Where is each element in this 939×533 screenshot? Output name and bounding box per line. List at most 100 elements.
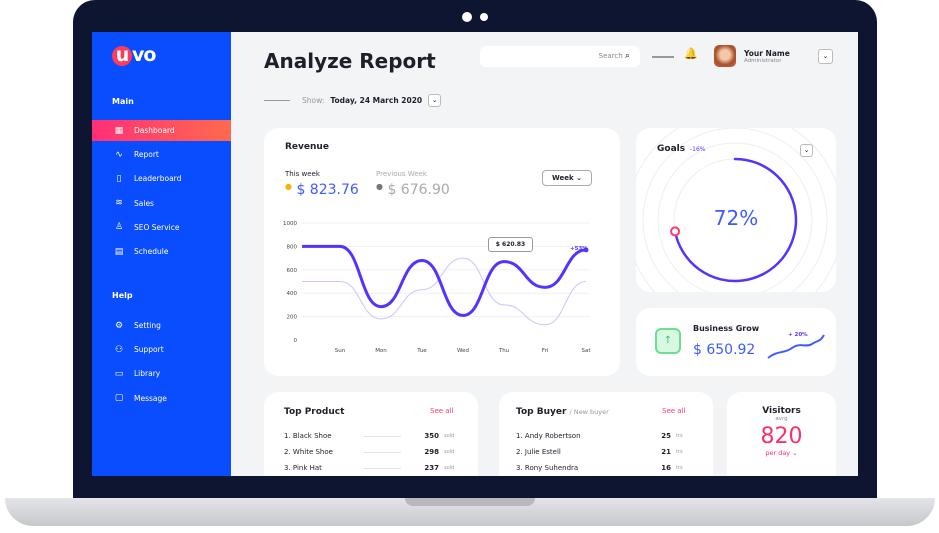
revenue-title: Revenue (285, 142, 329, 152)
item-bar (364, 435, 401, 437)
end-point (583, 247, 589, 253)
user-icon: ♙ (114, 222, 124, 233)
sidebar-item-label: Setting (134, 321, 161, 330)
sidebar-item-label: Library (134, 369, 161, 379)
business-value: $ 650.92 (693, 342, 756, 358)
sidebar-item-seo-service[interactable]: ♙ SEO Service (92, 217, 231, 238)
change-badge: +53% (570, 246, 588, 252)
visitors-period-label: per day (765, 449, 791, 457)
list-item[interactable]: 1. Black Shoe 350 sold (284, 432, 456, 440)
sidebar: u vo Main ▦ Dashboard ∿ Report ▯ Leaderboard ≋ S… (92, 32, 231, 476)
sidebar-item-sales[interactable]: ≋ Sales (92, 193, 231, 214)
calendar-icon: ▤ (114, 246, 124, 257)
sidebar-item-library[interactable]: ▭ Library (92, 363, 231, 384)
item-unit: sold (444, 433, 455, 439)
x-tick-label: Wed (457, 348, 469, 354)
item-bar (364, 467, 401, 469)
sidebar-item-leaderboard[interactable]: ▯ Leaderboard (92, 168, 231, 189)
visitors-value: 820 (760, 424, 803, 449)
user-menu[interactable]: Your Name Administrator (714, 45, 790, 67)
sidebar-item-label: Schedule (134, 247, 169, 256)
this-week-value: $ 823.76 (296, 182, 359, 198)
item-name: 1. Andy Robertson (516, 432, 581, 440)
list-item[interactable]: 3. Rony Suhendra 16 trs (516, 464, 688, 472)
business-grow-card: ↑ Business Grow $ 650.92 + 20% (636, 308, 836, 376)
x-tick-label: Sat (581, 348, 591, 354)
list-item[interactable]: 3. Pink Hat 237 sold (284, 464, 456, 472)
camera-dot (480, 13, 488, 21)
avatar (714, 45, 736, 67)
search-input[interactable]: Search ⌕ (480, 46, 640, 67)
arrow-up-icon: ↑ (655, 328, 681, 354)
sidebar-item-label: SEO Service (134, 222, 180, 232)
item-value: 21 (661, 448, 671, 456)
sidebar-item-support[interactable]: ⚇ Support (92, 339, 231, 360)
x-tick-label: Thu (498, 348, 509, 354)
laptop-notch (405, 498, 535, 506)
revenue-card: Revenue This week ● $ 823.76 Previous We… (264, 128, 620, 376)
top-product-see-all[interactable]: See all (430, 407, 454, 415)
series-this-week-line (301, 244, 587, 317)
y-tick-label: 200 (287, 315, 298, 321)
top-buyer-see-all[interactable]: See all (662, 407, 686, 415)
goals-arc (673, 157, 798, 283)
sidebar-item-report[interactable]: ∿ Report (92, 144, 231, 165)
sidebar-item-label: Sales (134, 198, 154, 208)
goals-card: Goals -16% ⌄ 72% (636, 128, 836, 292)
users-icon: ⚇ (114, 344, 124, 355)
screen: u vo Main ▦ Dashboard ∿ Report ▯ Leaderboard ≋ S… (92, 32, 858, 476)
goals-chevron-icon[interactable]: ⌄ (800, 144, 813, 157)
sidebar-item-schedule[interactable]: ▤ Schedule (92, 241, 231, 262)
search-placeholder: Search (598, 52, 623, 60)
sidebar-item-label: Report (134, 150, 159, 160)
prev-week-value: $ 676.90 (387, 182, 450, 198)
item-unit: trs (676, 465, 683, 471)
date-filter: Show: Today, 24 March 2020 ⌄ (264, 94, 442, 107)
list-item[interactable]: 2. White Shoe 298 sold (284, 448, 456, 456)
section-help: Help (112, 291, 133, 300)
y-tick-label: 1000 (283, 221, 297, 227)
message-icon: ▢ (114, 393, 124, 404)
sidebar-item-dashboard[interactable]: ▦ Dashboard (92, 120, 231, 141)
item-name: 3. Rony Suhendra (516, 464, 579, 472)
item-name: 1. Black Shoe (284, 432, 332, 440)
period-select[interactable]: Week ⌄ (542, 170, 592, 186)
y-tick-label: 600 (287, 268, 298, 274)
x-tick-label: Fri (542, 348, 549, 354)
list-item[interactable]: 1. Andy Robertson 25 trs (516, 432, 688, 440)
x-tick-label: Tue (416, 348, 427, 354)
camera-dot (462, 12, 472, 22)
clipboard-icon: ▯ (116, 173, 122, 184)
goals-change: -16% (690, 146, 706, 153)
list-item[interactable]: 2. Julie Estell 21 trs (516, 448, 688, 456)
item-value: 298 (424, 448, 439, 456)
item-value: 350 (424, 432, 439, 440)
database-icon: ≋ (115, 198, 123, 209)
goals-title: Goals (657, 144, 686, 154)
top-buyer-title: Top Buyer (516, 407, 567, 417)
logo[interactable]: u vo (112, 44, 156, 66)
show-label: Show: (302, 96, 325, 105)
item-value: 16 (661, 464, 671, 472)
visitors-title: Visitors (762, 406, 801, 416)
goals-marker (670, 226, 681, 237)
activity-icon: ∿ (115, 149, 123, 160)
item-value: 25 (661, 432, 671, 440)
item-unit: sold (444, 465, 455, 471)
visitors-card: Visitors avrg 820 per day ⌄ (727, 392, 836, 476)
chevron-down-icon[interactable]: ⌄ (428, 94, 442, 107)
y-tick-label: 800 (287, 244, 298, 250)
x-tick-label: Sun (335, 348, 346, 354)
user-chevron-icon[interactable]: ⌄ (818, 49, 833, 64)
sidebar-item-label: Dashboard (134, 126, 175, 135)
sidebar-item-message[interactable]: ▢ Message (92, 388, 231, 409)
search-icon[interactable]: ⌕ (624, 51, 630, 61)
prev-week-label: Previous Week (376, 170, 427, 178)
bell-icon[interactable]: 🔔 (684, 47, 698, 60)
sidebar-item-label: Support (134, 345, 164, 355)
item-unit: trs (676, 449, 683, 455)
gear-icon: ⚙ (114, 320, 124, 331)
page-title: Analyze Report (264, 49, 436, 73)
sidebar-item-setting[interactable]: ⚙ Setting (92, 315, 231, 336)
visitors-period[interactable]: per day ⌄ (765, 449, 798, 457)
